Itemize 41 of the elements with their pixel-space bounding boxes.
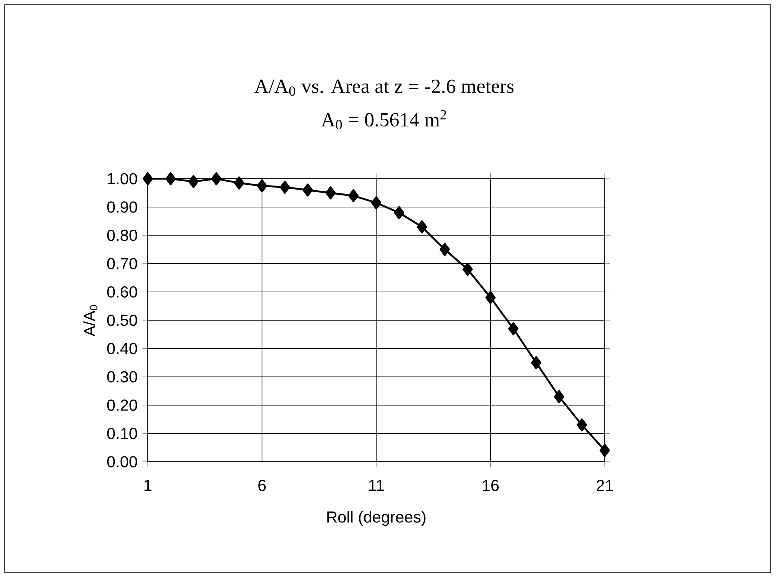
point [440, 243, 450, 256]
x-tick-label: 21 [596, 480, 614, 492]
point [166, 172, 176, 186]
y-tick-label: 0.90 [107, 202, 138, 213]
point [508, 322, 519, 336]
x-tick-label: 6 [258, 480, 266, 492]
y-tick-label: 0.70 [107, 258, 138, 270]
x-tick-label: 11 [369, 480, 384, 492]
point [257, 180, 268, 193]
point [577, 418, 588, 432]
point [280, 180, 290, 194]
point [600, 444, 610, 458]
point [486, 291, 496, 304]
point [302, 184, 314, 197]
x-tick-label: 1 [144, 480, 152, 492]
point [462, 263, 474, 276]
y-tick-label: 0.10 [107, 428, 138, 440]
y-axis-title: A/A$_{0}$ [84, 305, 98, 337]
y-tick-label: 0.20 [107, 400, 138, 412]
y-tick-label: 0.80 [107, 230, 138, 242]
point [554, 390, 564, 404]
point [531, 356, 542, 370]
y-tick-label: 0.50 [107, 314, 138, 326]
x-axis-title: Roll (degrees) [328, 511, 426, 526]
point [326, 186, 336, 200]
point [417, 220, 428, 234]
point [371, 196, 382, 210]
y-tick-label: 0.30 [107, 371, 138, 383]
y-tick-label: 1.00 [108, 173, 138, 185]
chart-title: A/A$_{0}$ vs. Area at z = -2.6 meters [254, 80, 514, 96]
point [211, 172, 222, 186]
y-tick-label: 0.60 [107, 286, 138, 298]
point [188, 175, 199, 188]
x-tick-label: 16 [483, 480, 499, 492]
chart-subtitle: A$_{0}$ = 0.5614 m$^{2}$ [321, 110, 446, 130]
point [348, 189, 359, 203]
point [394, 206, 404, 220]
point [142, 172, 154, 186]
point [234, 176, 245, 190]
y-tick-label: 0.40 [107, 343, 138, 354]
y-tick-label: 0.00 [107, 456, 138, 468]
